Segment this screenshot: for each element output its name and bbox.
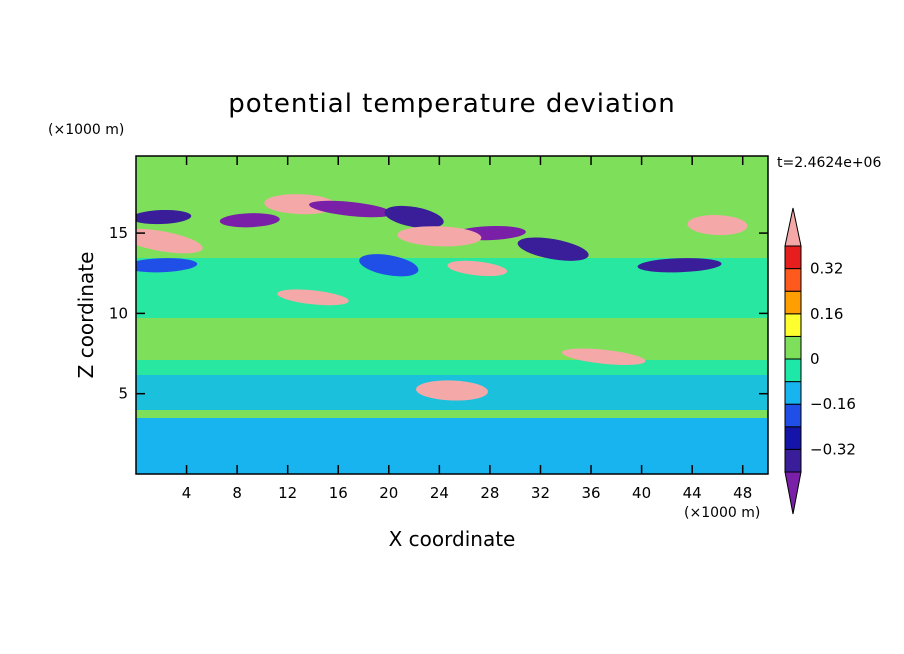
colorbar: 0.32 0.16 0 −0.16 −0.32 — [784, 207, 856, 515]
colorbar-segment — [784, 448, 802, 473]
colorbar-segment — [784, 381, 802, 405]
field-features — [136, 194, 748, 401]
x-axis: 4 8 12 16 20 24 28 32 36 40 44 48 — [182, 156, 752, 502]
field-base — [136, 418, 768, 474]
colorbar-segment — [784, 245, 802, 270]
y-unit-label: (×1000 m) — [48, 122, 124, 138]
field-feature — [687, 215, 748, 236]
x-tick-label: 8 — [232, 484, 242, 502]
time-label: t=2.4624e+06 — [777, 155, 881, 171]
field-feature — [136, 209, 192, 225]
y-tick-label: 5 — [118, 385, 128, 403]
x-tick-label: 28 — [480, 484, 499, 502]
x-axis-label: X coordinate — [389, 527, 516, 551]
x-tick-label: 48 — [733, 484, 752, 502]
plot-area — [136, 156, 768, 474]
x-tick-label: 16 — [329, 484, 348, 502]
x-tick-label: 20 — [379, 484, 398, 502]
field-feature — [277, 289, 349, 306]
colorbar-tick-label: 0 — [810, 350, 820, 368]
colorbar-tick-label: −0.16 — [810, 395, 856, 413]
chart-title: potential temperature deviation — [228, 89, 675, 119]
colorbar-tick-label: 0.32 — [810, 260, 843, 278]
field-feature — [517, 237, 589, 261]
field-feature — [219, 213, 280, 228]
colorbar-segment — [784, 313, 802, 337]
colorbar-segment — [784, 358, 802, 383]
y-tick-label: 15 — [109, 224, 128, 242]
y-axis: 5 10 15 — [109, 224, 768, 403]
field-feature — [416, 380, 488, 401]
colorbar-segment — [784, 290, 802, 315]
colorbar-segment — [784, 403, 802, 428]
colorbar-segment — [784, 335, 802, 360]
colorbar-segment — [784, 426, 802, 450]
field-feature — [384, 205, 444, 229]
plot-frame — [135, 155, 769, 475]
field-feature — [309, 200, 393, 218]
x-tick-label: 36 — [581, 484, 600, 502]
field-feature — [359, 254, 419, 277]
y-tick-label: 10 — [109, 304, 128, 322]
field-feature — [637, 258, 722, 273]
x-tick-label: 4 — [182, 484, 192, 502]
colorbar-lower-arrow — [784, 471, 802, 515]
field-feature — [447, 260, 508, 277]
x-tick-label: 24 — [430, 484, 449, 502]
x-tick-label: 32 — [531, 484, 550, 502]
colorbar-segment — [784, 268, 802, 292]
field-feature — [397, 226, 482, 247]
field-feature — [136, 228, 203, 254]
field-feature — [136, 258, 198, 273]
field-feature — [561, 348, 646, 365]
colorbar-tick-label: −0.32 — [810, 440, 856, 458]
x-tick-label: 44 — [683, 484, 702, 502]
colorbar-upper-arrow — [784, 207, 802, 247]
x-unit-label: (×1000 m) — [684, 505, 760, 521]
x-tick-label: 40 — [632, 484, 651, 502]
x-tick-label: 12 — [278, 484, 297, 502]
y-axis-label: Z coordinate — [74, 252, 98, 379]
colorbar-tick-label: 0.16 — [810, 305, 843, 323]
